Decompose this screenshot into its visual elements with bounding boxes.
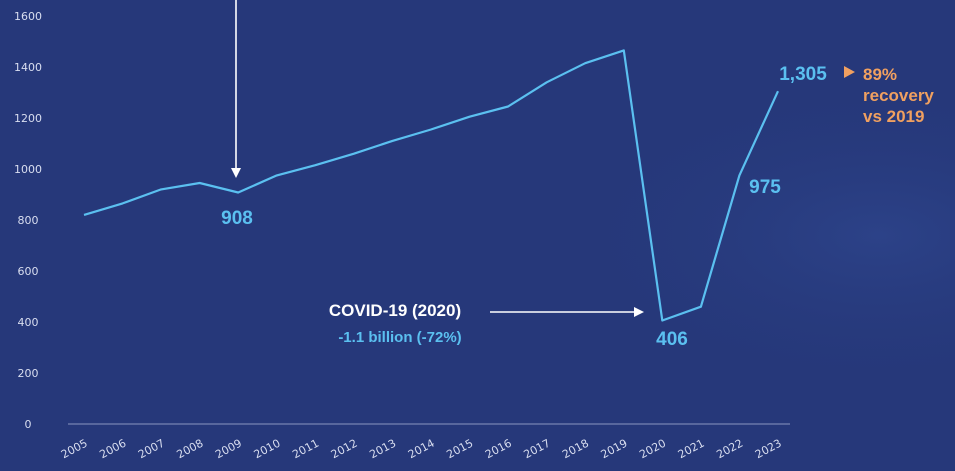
y-tick-label: 600 — [18, 265, 39, 278]
covid-arrow-head — [634, 307, 644, 317]
y-tick-label: 1400 — [14, 61, 42, 74]
covid-subtitle: -1.1 billion (-72%) — [338, 329, 461, 346]
covid-title: COVID-19 (2020) — [329, 301, 461, 320]
y-axis-ticks: 0 200 400 600 800 1000 1200 1400 1600 — [14, 10, 42, 431]
arrow-2009-head — [231, 168, 241, 178]
y-tick-label: 1600 — [14, 10, 42, 23]
recovery-triangle-icon — [844, 66, 855, 78]
y-tick-label: 0 — [25, 418, 32, 431]
label-2009-value: 908 — [221, 208, 253, 229]
recovery-line-1: 89% — [863, 65, 897, 84]
label-2023-value: 1,305 — [779, 64, 827, 85]
y-tick-label: 200 — [18, 367, 39, 380]
y-tick-label: 1000 — [14, 163, 42, 176]
series-line — [83, 49, 779, 322]
y-tick-label: 1200 — [14, 112, 42, 125]
recovery-line-3: vs 2019 — [863, 107, 924, 126]
y-tick-label: 400 — [18, 316, 39, 329]
y-tick-label: 800 — [18, 214, 39, 227]
label-2020-value: 406 — [656, 329, 688, 350]
label-2022-value: 975 — [749, 177, 781, 198]
recovery-line-2: recovery — [863, 86, 934, 105]
